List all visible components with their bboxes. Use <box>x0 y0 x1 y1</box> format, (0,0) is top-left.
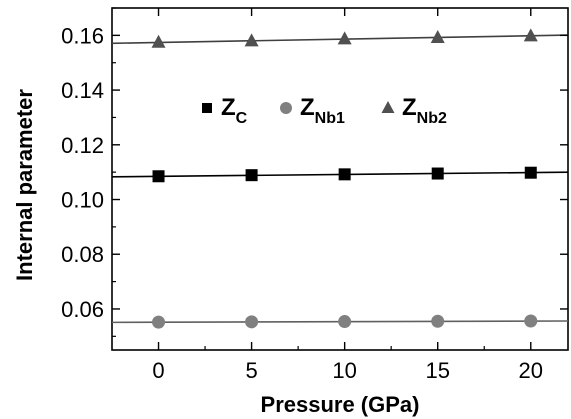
legend-label-z-nb2: ZNb2 <box>402 94 447 127</box>
x-tick-label: 5 <box>245 358 257 383</box>
data-point-z-c-2 <box>338 168 351 181</box>
x-tick-label: 10 <box>332 358 356 383</box>
data-point-z-c-1 <box>245 169 258 182</box>
y-tick-label: 0.14 <box>61 78 104 103</box>
legend-marker-z-nb1 <box>280 102 292 114</box>
legend-label-z-c: ZC <box>221 94 248 127</box>
y-tick-label: 0.06 <box>61 297 104 322</box>
data-point-z-nb1-0 <box>152 315 166 329</box>
data-point-z-nb2-1 <box>244 33 259 47</box>
plot-frame <box>111 7 569 351</box>
legend-label-z-nb1: ZNb1 <box>300 94 345 127</box>
data-point-z-nb1-2 <box>338 315 352 329</box>
y-axis-title: Internal parameter <box>12 89 37 281</box>
data-point-z-nb1-3 <box>431 314 445 328</box>
x-tick-label: 15 <box>425 358 449 383</box>
y-tick-label: 0.08 <box>61 242 104 267</box>
data-point-z-nb2-2 <box>337 31 352 45</box>
y-tick-label: 0.16 <box>61 23 104 48</box>
x-axis-title: Pressure (GPa) <box>261 392 420 417</box>
x-tick-label: 20 <box>519 358 543 383</box>
legend-marker-z-nb2 <box>381 101 395 113</box>
x-tick-label: 0 <box>152 358 164 383</box>
data-point-z-c-3 <box>431 167 444 180</box>
fit-line-z-nb2 <box>111 34 569 45</box>
data-point-z-nb1-4 <box>524 314 538 328</box>
data-point-z-nb2-3 <box>430 30 445 44</box>
y-tick-label: 0.12 <box>61 133 104 158</box>
data-point-z-c-0 <box>152 170 165 183</box>
data-point-z-nb2-4 <box>523 28 538 42</box>
data-point-z-nb2-0 <box>151 34 166 48</box>
data-point-z-nb1-1 <box>245 315 259 329</box>
y-tick-label: 0.10 <box>61 188 104 213</box>
data-point-z-c-4 <box>524 166 537 179</box>
legend-marker-z-c <box>202 103 212 113</box>
